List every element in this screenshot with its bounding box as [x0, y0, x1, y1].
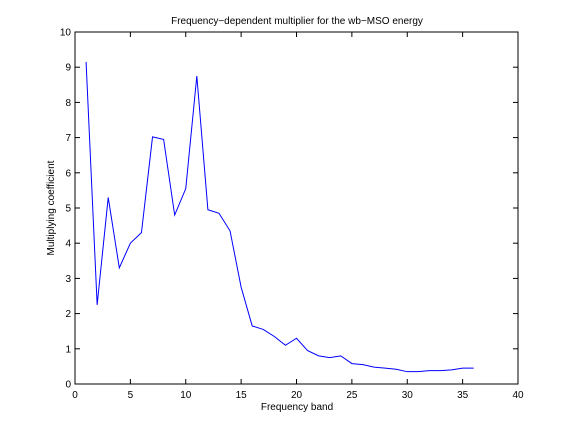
- y-tick-label: 7: [65, 133, 71, 144]
- y-tick-label: 6: [65, 168, 71, 179]
- x-tick-label: 30: [402, 390, 414, 401]
- x-tick-label: 15: [236, 390, 248, 401]
- y-axis-label: Multiplying coefficient: [46, 160, 57, 255]
- x-axis-label: Frequency band: [261, 402, 333, 413]
- chart-title: Frequency−dependent multiplier for the w…: [171, 16, 423, 27]
- x-tick-label: 40: [512, 390, 524, 401]
- x-tick-label: 5: [128, 390, 134, 401]
- plot-area: 0 5 10 15 20 25 30 35 40 0 1 2 3 4 5 6 7 8 9 10: [60, 28, 524, 402]
- y-tick-label: 4: [65, 239, 71, 250]
- y-tick-label: 10: [60, 28, 72, 39]
- x-tick-label: 10: [180, 390, 192, 401]
- axes-box: [74, 31, 519, 385]
- x-tick-label: 25: [346, 390, 358, 401]
- x-tick-label: 35: [457, 390, 469, 401]
- y-tick-label: 3: [65, 274, 71, 285]
- x-axis-ticks: 0 5 10 15 20 25 30 35 40: [72, 32, 524, 401]
- y-tick-label: 5: [65, 204, 71, 215]
- y-tick-label: 8: [65, 98, 71, 109]
- y-tick-label: 9: [65, 63, 71, 74]
- y-tick-label: 1: [65, 344, 71, 355]
- y-tick-label: 2: [65, 309, 71, 320]
- series-line: [85, 61, 474, 373]
- x-tick-label: 20: [291, 390, 303, 401]
- x-tick-label: 0: [72, 390, 78, 401]
- y-tick-label: 0: [65, 380, 71, 391]
- y-axis-ticks: 0 1 2 3 4 5 6 7 8 9 10: [60, 28, 518, 391]
